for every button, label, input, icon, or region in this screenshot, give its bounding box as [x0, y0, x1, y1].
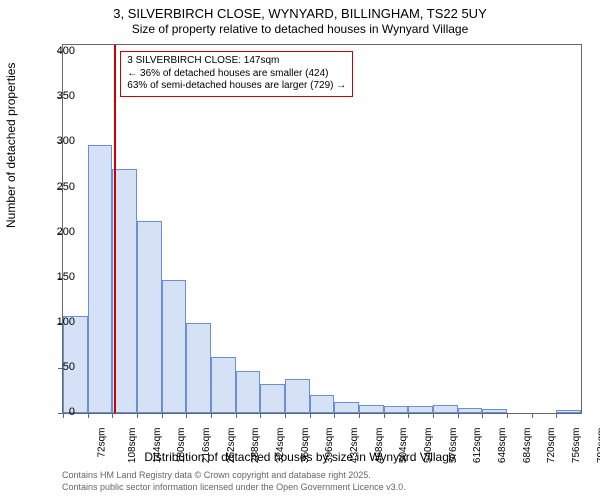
xtick-label: 108sqm — [127, 428, 138, 464]
annotation-box: 3 SILVERBIRCH CLOSE: 147sqm← 36% of deta… — [120, 51, 353, 97]
xtick-mark — [433, 413, 434, 418]
histogram-bar — [482, 409, 507, 413]
ytick-label: 250 — [45, 181, 75, 193]
histogram-bar — [359, 405, 384, 413]
annotation-line: 3 SILVERBIRCH CLOSE: 147sqm — [127, 55, 346, 68]
chart-container: 3, SILVERBIRCH CLOSE, WYNYARD, BILLINGHA… — [0, 0, 600, 500]
xtick-mark — [359, 413, 360, 418]
xtick-label: 288sqm — [250, 428, 261, 464]
xtick-label: 540sqm — [423, 428, 434, 464]
ytick-label: 300 — [45, 135, 75, 147]
xtick-mark — [186, 413, 187, 418]
xtick-label: 792sqm — [596, 428, 600, 464]
xtick-label: 468sqm — [374, 428, 385, 464]
xtick-label: 180sqm — [176, 428, 187, 464]
plot-area: 3 SILVERBIRCH CLOSE: 147sqm← 36% of deta… — [62, 44, 582, 414]
histogram-bar — [211, 357, 236, 413]
xtick-label: 504sqm — [398, 428, 409, 464]
footer-line-1: Contains HM Land Registry data © Crown c… — [62, 470, 371, 480]
xtick-label: 252sqm — [226, 428, 237, 464]
histogram-bar — [236, 371, 261, 413]
chart-subtitle: Size of property relative to detached ho… — [0, 22, 600, 36]
xtick-mark — [137, 413, 138, 418]
xtick-mark — [112, 413, 113, 418]
xtick-mark — [532, 413, 533, 418]
xtick-label: 324sqm — [275, 428, 286, 464]
histogram-bar — [186, 323, 211, 413]
xtick-mark — [458, 413, 459, 418]
xtick-label: 72sqm — [97, 428, 108, 458]
histogram-bar — [88, 145, 113, 413]
xtick-mark — [334, 413, 335, 418]
xtick-mark — [260, 413, 261, 418]
histogram-bar — [137, 221, 162, 413]
histogram-bar — [334, 402, 359, 413]
xtick-label: 684sqm — [522, 428, 533, 464]
xtick-mark — [211, 413, 212, 418]
ytick-label: 100 — [45, 316, 75, 328]
xtick-mark — [556, 413, 557, 418]
xtick-label: 576sqm — [448, 428, 459, 464]
xtick-label: 216sqm — [201, 428, 212, 464]
y-axis-label: Number of detached properties — [4, 63, 18, 228]
xtick-label: 648sqm — [497, 428, 508, 464]
histogram-bar — [285, 379, 310, 413]
xtick-mark — [507, 413, 508, 418]
reference-line — [114, 45, 116, 413]
histogram-bar — [384, 406, 409, 413]
xtick-label: 144sqm — [152, 428, 163, 464]
histogram-bar — [260, 384, 285, 413]
xtick-label: 360sqm — [300, 428, 311, 464]
ytick-label: 0 — [45, 406, 75, 418]
xtick-mark — [482, 413, 483, 418]
xtick-label: 756sqm — [571, 428, 582, 464]
xtick-label: 612sqm — [472, 428, 483, 464]
histogram-bar — [556, 410, 581, 413]
histogram-bar — [433, 405, 458, 413]
histogram-bar — [458, 408, 483, 413]
ytick-label: 200 — [45, 226, 75, 238]
ytick-label: 50 — [45, 361, 75, 373]
xtick-mark — [236, 413, 237, 418]
histogram-bar — [310, 395, 335, 413]
xtick-mark — [384, 413, 385, 418]
ytick-label: 150 — [45, 271, 75, 283]
chart-title: 3, SILVERBIRCH CLOSE, WYNYARD, BILLINGHA… — [0, 6, 600, 21]
xtick-mark — [310, 413, 311, 418]
footer-line-2: Contains public sector information licen… — [62, 482, 406, 492]
xtick-mark — [285, 413, 286, 418]
xtick-label: 720sqm — [546, 428, 557, 464]
ytick-label: 400 — [45, 45, 75, 57]
xtick-mark — [162, 413, 163, 418]
xtick-mark — [408, 413, 409, 418]
xtick-label: 396sqm — [324, 428, 335, 464]
ytick-label: 350 — [45, 90, 75, 102]
annotation-line: 63% of semi-detached houses are larger (… — [127, 80, 346, 93]
annotation-line: ← 36% of detached houses are smaller (42… — [127, 68, 346, 81]
xtick-mark — [88, 413, 89, 418]
histogram-bar — [408, 406, 433, 413]
xtick-label: 432sqm — [349, 428, 360, 464]
histogram-bar — [162, 280, 187, 413]
